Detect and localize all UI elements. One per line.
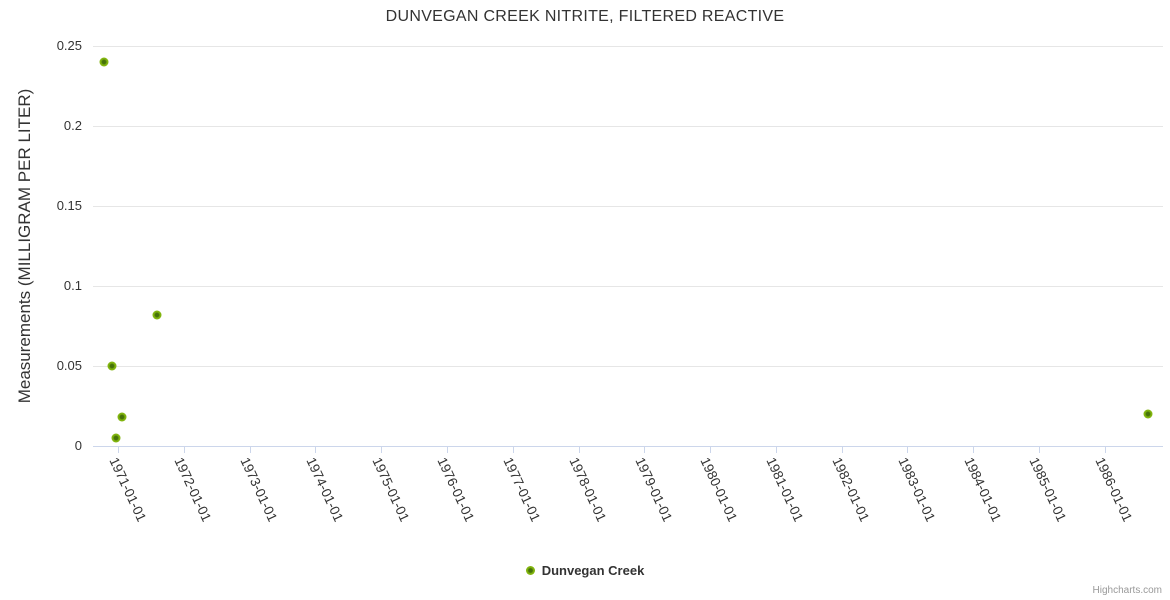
- x-axis-tick: [381, 447, 383, 453]
- x-axis-tick-label: 1985-01-01: [1026, 455, 1070, 524]
- x-axis-tick: [907, 447, 909, 453]
- highcharts-credit-link[interactable]: Highcharts.com: [1092, 585, 1162, 596]
- y-axis-tick-label: 0.15: [56, 198, 82, 213]
- x-axis-tick-label: 1983-01-01: [895, 455, 939, 524]
- x-axis-tick: [775, 447, 777, 453]
- y-axis-tick-label: 0.1: [63, 278, 82, 293]
- x-axis-tick: [446, 447, 448, 453]
- x-axis-tick: [315, 447, 317, 453]
- x-axis-tick-label: 1980-01-01: [697, 455, 741, 524]
- x-axis-tick-label: 1974-01-01: [303, 455, 347, 524]
- data-point[interactable]: [117, 412, 127, 422]
- x-axis-tick: [183, 447, 185, 453]
- y-axis-tick-label: 0.05: [56, 358, 82, 373]
- y-gridline: [93, 46, 1163, 47]
- data-point[interactable]: [111, 433, 121, 443]
- chart-title: DUNVEGAN CREEK NITRITE, FILTERED REACTIV…: [385, 8, 785, 25]
- y-axis-tick-label: 0.2: [63, 118, 82, 133]
- legend-marker-icon: [525, 566, 535, 575]
- x-axis-tick-label: 1975-01-01: [369, 455, 412, 524]
- data-point[interactable]: [152, 310, 162, 320]
- x-axis-tick-label: 1984-01-01: [960, 455, 1004, 524]
- data-point[interactable]: [1143, 409, 1153, 419]
- x-axis-tick-label: 1986-01-01: [1092, 455, 1136, 524]
- x-axis-tick: [644, 447, 646, 453]
- x-axis-tick: [1104, 447, 1106, 453]
- x-axis-tick-label: 1978-01-01: [566, 455, 610, 524]
- y-axis-tick-label: 0: [74, 438, 82, 453]
- x-axis-tick: [512, 447, 514, 453]
- legend: Dunvegan Creek: [0, 563, 1170, 578]
- y-axis-tick-label: 0.25: [56, 38, 82, 53]
- y-axis-title: Measurements (MILLIGRAM PER LITER): [15, 88, 34, 404]
- x-axis-tick: [118, 447, 120, 453]
- y-gridline: [93, 286, 1163, 287]
- x-axis-tick-label: 1977-01-01: [500, 455, 544, 524]
- x-axis-tick-label: 1979-01-01: [632, 455, 675, 524]
- x-axis-tick: [841, 447, 843, 453]
- y-gridline: [93, 206, 1163, 207]
- x-axis-tick-label: 1973-01-01: [237, 455, 281, 524]
- x-axis-tick-label: 1971-01-01: [105, 455, 149, 524]
- x-axis-tick-label: 1976-01-01: [434, 455, 478, 524]
- x-axis-tick-label: 1981-01-01: [763, 455, 807, 524]
- x-axis-tick: [578, 447, 580, 453]
- x-axis-tick: [709, 447, 711, 453]
- y-gridline: [93, 126, 1163, 127]
- x-axis-tick-label: 1972-01-01: [171, 455, 215, 524]
- x-axis-tick: [1038, 447, 1040, 453]
- y-gridline: [93, 366, 1163, 367]
- legend-item-dunvegan-creek[interactable]: Dunvegan Creek: [525, 563, 645, 578]
- x-axis-line: [93, 446, 1163, 447]
- x-axis-tick-label: 1982-01-01: [829, 455, 873, 524]
- x-axis-tick: [973, 447, 975, 453]
- data-point[interactable]: [99, 57, 109, 67]
- x-axis-tick: [249, 447, 251, 453]
- data-point[interactable]: [107, 361, 117, 371]
- legend-label: Dunvegan Creek: [541, 563, 645, 578]
